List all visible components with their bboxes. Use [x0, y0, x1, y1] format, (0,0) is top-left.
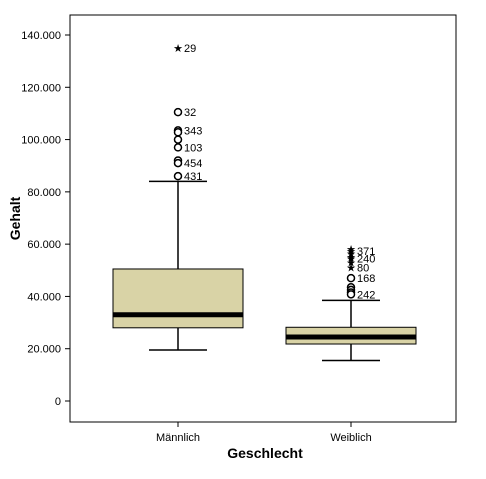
extreme-label: 29 [184, 43, 196, 55]
outlier-point [173, 128, 183, 137]
y-axis: 0 20.000 40.000 60.000 80.000 100.000 120.000 1… [21, 30, 70, 408]
extreme-point: ★ [346, 253, 356, 266]
outlier-label: 454 [184, 158, 202, 170]
extreme-point: ★ [346, 256, 356, 269]
y-tick-label: 20.000 [27, 344, 61, 356]
y-tick-label: 40.000 [27, 291, 61, 303]
extreme-point: ★ [346, 247, 356, 260]
y-axis-title: Gehalt [7, 196, 23, 240]
outlier-point [173, 107, 183, 117]
outlier-point [173, 171, 183, 181]
outlier-label: 431 [184, 171, 202, 183]
outlier-point [346, 290, 356, 299]
outlier-point [173, 135, 183, 144]
y-tick-label: 0 [55, 396, 61, 408]
outlier-point [173, 158, 183, 168]
y-tick-label: 60.000 [27, 239, 61, 251]
extreme-point: ★ [173, 42, 183, 55]
outlier-label: 242 [357, 289, 375, 301]
extreme-label: 371 [357, 246, 375, 258]
extreme-label: 240 [357, 254, 375, 266]
extreme-point: ★ [346, 243, 356, 256]
outlier-label: 103 [184, 142, 202, 154]
y-tick-label: 80.000 [27, 187, 61, 199]
x-axis-title: Geschlecht [227, 445, 303, 461]
y-tick-label: 120.000 [21, 82, 61, 94]
iqr-box [112, 268, 244, 329]
plot-frame [69, 14, 457, 423]
extreme-point: ★ [346, 262, 356, 275]
outlier-label: 168 [357, 273, 375, 285]
extreme-point: ★ [346, 245, 356, 258]
extreme-label: 80 [357, 263, 369, 275]
extreme-point: ★ [346, 251, 356, 264]
outlier-label: 32 [184, 107, 196, 119]
outlier-label: 343 [184, 125, 202, 137]
outlier-point [346, 273, 356, 283]
x-tick-label: Weiblich [330, 432, 371, 444]
x-tick-label: Männlich [156, 432, 200, 444]
outlier-point [173, 143, 183, 152]
x-axis: Männlich Weiblich [156, 422, 372, 444]
y-tick-label: 140.000 [21, 30, 61, 42]
y-tick-label: 100.000 [21, 135, 61, 147]
